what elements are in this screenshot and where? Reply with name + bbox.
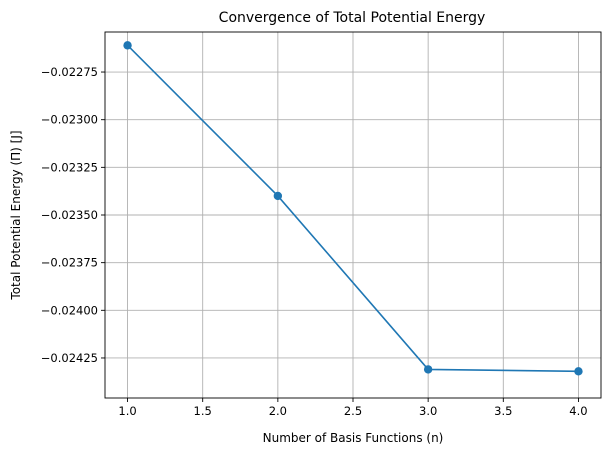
x-tick-label: 4.0	[569, 404, 587, 418]
y-tick-label: −0.02275	[41, 65, 98, 79]
y-tick-label: −0.02425	[41, 351, 98, 365]
data-point	[423, 365, 433, 374]
y-tick-label: −0.02400	[41, 303, 98, 317]
x-tick-label: 1.5	[194, 404, 212, 418]
chart-title: Convergence of Total Potential Energy	[219, 10, 486, 26]
data-point	[273, 191, 283, 201]
data-point	[123, 41, 132, 50]
y-tick-label: −0.02300	[41, 113, 98, 127]
x-tick-label: 1.0	[118, 404, 136, 418]
plot-area-frame	[104, 31, 602, 399]
y-axis-label: Total Potential Energy (Π) [J]	[9, 130, 23, 300]
x-tick-label: 2.0	[269, 404, 287, 418]
series-line	[126, 44, 579, 373]
x-axis-label: Number of Basis Functions (n)	[263, 431, 444, 445]
x-tick-label: 2.5	[344, 404, 362, 418]
y-tick-label: −0.02375	[41, 256, 98, 270]
y-axis-ticks: −0.02275 −0.02300 −0.02325 −0.02350 −0.02375…	[41, 65, 105, 365]
x-tick-label: 3.5	[494, 404, 512, 418]
x-axis-ticks: 1.0 1.5 2.0 2.5 3.0 3.5 4.0	[118, 398, 588, 418]
data-point	[574, 367, 583, 376]
x-tick-label: 3.0	[419, 404, 437, 418]
y-gridlines	[105, 71, 601, 359]
series-layer	[123, 41, 583, 376]
y-tick-label: −0.02325	[41, 160, 98, 174]
y-tick-label: −0.02350	[41, 208, 98, 222]
